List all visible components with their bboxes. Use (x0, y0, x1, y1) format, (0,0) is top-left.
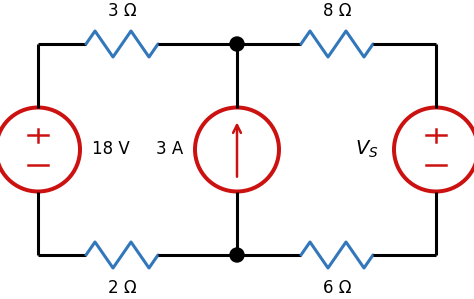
Circle shape (230, 248, 244, 262)
Text: 3 Ω: 3 Ω (108, 2, 137, 20)
Text: $V_S$: $V_S$ (356, 139, 379, 160)
Text: 3 A: 3 A (156, 141, 183, 158)
Text: 18 V: 18 V (92, 141, 130, 158)
Text: 2 Ω: 2 Ω (108, 279, 137, 297)
Circle shape (230, 37, 244, 51)
Text: 8 Ω: 8 Ω (323, 2, 351, 20)
Text: 6 Ω: 6 Ω (323, 279, 351, 297)
